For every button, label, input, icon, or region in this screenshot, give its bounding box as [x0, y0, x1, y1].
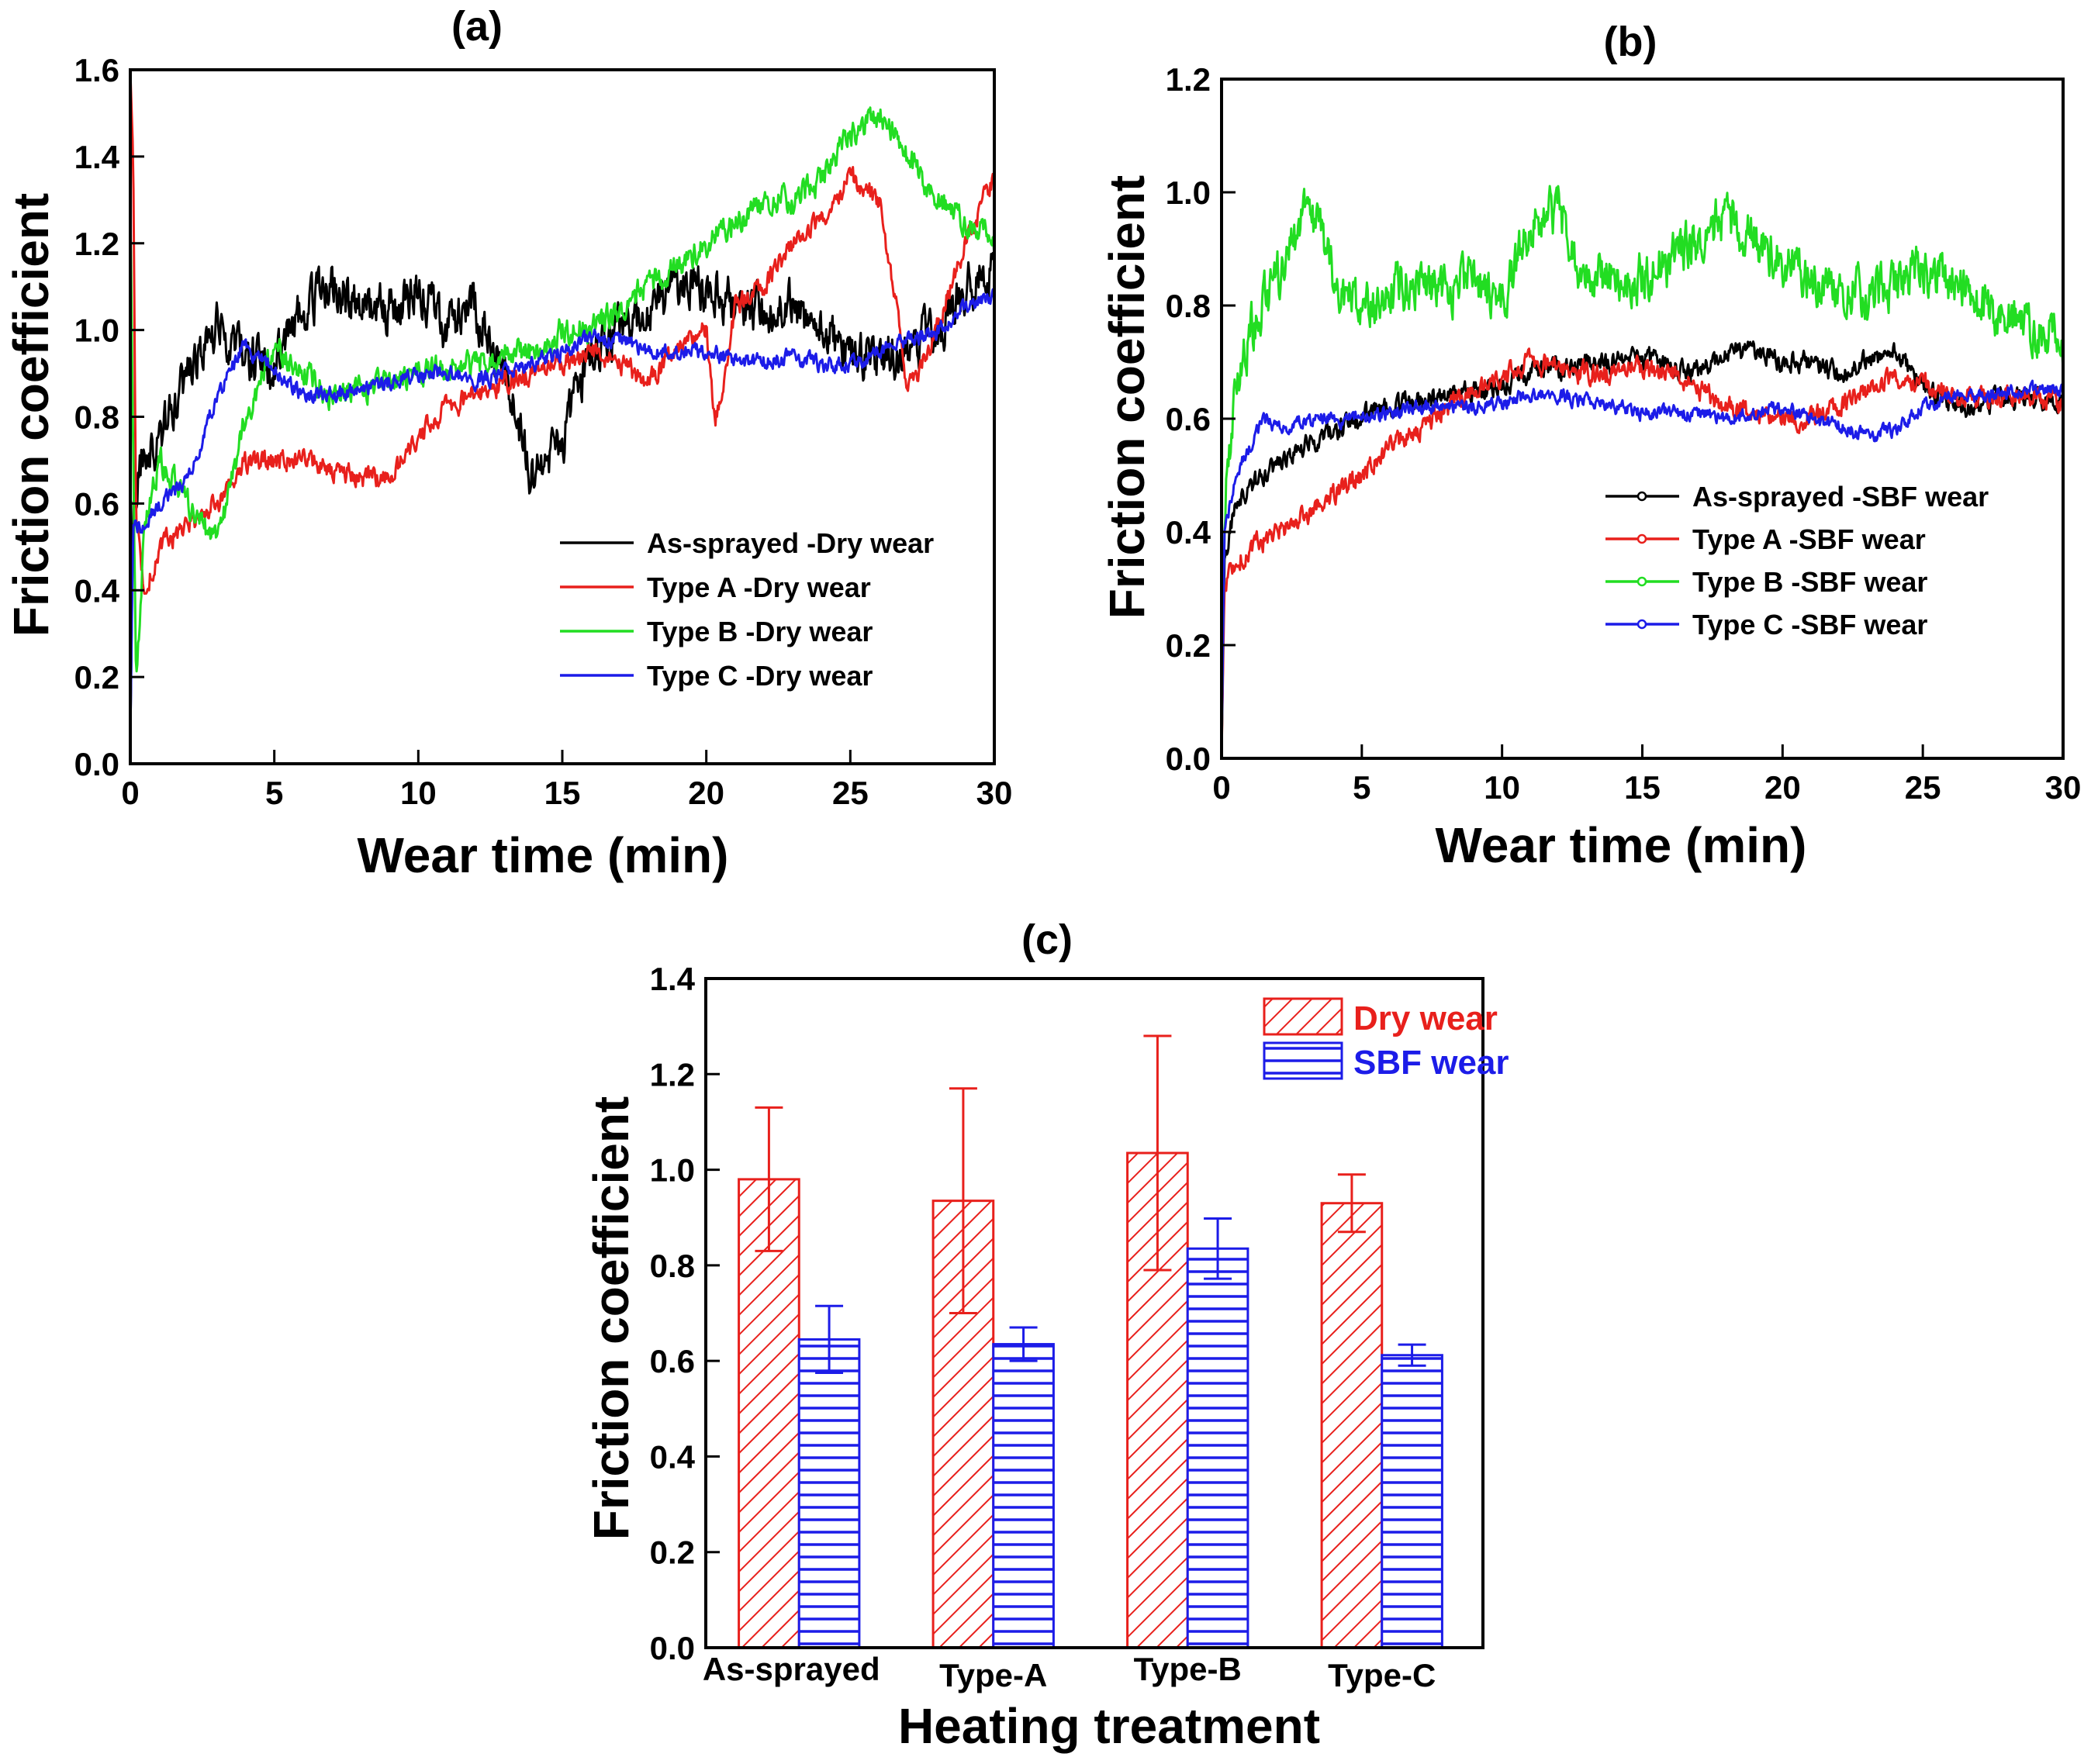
legend-label-1: Dry wear: [1353, 999, 1498, 1037]
panel-c-title: (c): [1021, 917, 1073, 963]
series-line-2: [1220, 347, 2065, 759]
legend-marker-3: [1637, 576, 1647, 587]
panel-c-y-axis-title: Friction coefficient: [583, 1096, 639, 1541]
bar-sbf-1: [797, 1338, 861, 1649]
series-line-3: [1220, 185, 2065, 759]
legend-swatch-2: [1263, 1041, 1343, 1080]
x-tick-label: 5: [265, 775, 283, 811]
x-category-label: Type-A: [939, 1657, 1047, 1693]
x-tick-label: 25: [1905, 769, 1941, 806]
y-tick-label: 0.6: [74, 485, 119, 522]
panel-a-y-axis-title: Friction coefficient: [3, 193, 59, 637]
legend-label-1: As-sprayed -Dry wear: [647, 527, 934, 559]
panel-c-x-axis-title: Heating treatment: [898, 1698, 1320, 1754]
x-tick-label: 30: [2045, 769, 2082, 806]
panel-b-x-axis-title: Wear time (min): [1436, 817, 1807, 873]
x-tick-label: 15: [544, 775, 581, 811]
panel-c-plot-area: As-sprayed Type-A Type-B Type-C 0.0 0.2 0.4 0.6…: [650, 961, 1509, 1693]
y-tick-label: 0.0: [1166, 740, 1211, 777]
y-tick-label: 1.0: [1166, 174, 1211, 211]
y-tick-label: 1.2: [74, 226, 119, 262]
legend-label-2: Type A -SBF wear: [1692, 523, 1926, 555]
legend-label-1: As-sprayed -SBF wear: [1692, 481, 1989, 513]
y-tick-label: 0.2: [1166, 627, 1211, 664]
y-tick-label: 1.4: [650, 961, 696, 997]
panel-a-title: (a): [451, 3, 503, 50]
y-tick-label: 0.6: [650, 1343, 695, 1379]
y-tick-label: 0.8: [1166, 288, 1211, 324]
y-tick-label: 0.4: [1166, 514, 1211, 551]
x-tick-label: 20: [688, 775, 724, 811]
y-tick-label: 1.0: [650, 1152, 695, 1189]
y-tick-label: 0.8: [650, 1248, 695, 1284]
y-tick-label: 1.2: [650, 1056, 695, 1093]
legend-label-4: Type C -SBF wear: [1692, 609, 1927, 640]
x-tick-label: 5: [1353, 769, 1370, 806]
panel-a-x-axis-title: Wear time (min): [358, 827, 729, 883]
bar-sbf-4: [1381, 1354, 1443, 1649]
y-tick-label: 0.2: [74, 659, 119, 696]
series-line-3: [129, 106, 996, 673]
legend-label-3: Type B -Dry wear: [647, 616, 873, 647]
legend-label-2: SBF wear: [1353, 1044, 1509, 1082]
panel-a: (a) 0 5 10 15 20 25 30 0.0 0.2 0.4 0.6 0.8 1.0 1.2 1.4…: [3, 3, 1012, 883]
panel-b-title: (b): [1604, 19, 1657, 65]
legend-marker-1: [1637, 491, 1647, 502]
x-category-label: As-sprayed: [703, 1651, 880, 1687]
x-tick-label: 0: [1212, 769, 1230, 806]
y-tick-label: 0.4: [74, 572, 120, 609]
x-tick-label: 20: [1764, 769, 1801, 806]
bar-sbf-2: [992, 1343, 1055, 1649]
y-tick-label: 0.2: [650, 1534, 695, 1571]
series-line-4: [1220, 379, 2065, 759]
legend-label-3: Type B -SBF wear: [1692, 566, 1927, 598]
x-tick-label: 25: [832, 775, 869, 811]
series-line-1: [1220, 340, 2065, 759]
x-category-label: Type-B: [1134, 1651, 1242, 1687]
plot-frame: [704, 977, 1484, 1649]
panel-b: (b) 0 5 10 15 20 25 30 0.0 0.2 0.4 0.6 0.8 1.0 1.2 As-…: [1099, 19, 2081, 873]
series-line-2: [129, 69, 995, 595]
bar-dry-4: [1320, 1202, 1384, 1649]
panel-b-plot-area: 0 5 10 15 20 25 30 0.0 0.2 0.4 0.6 0.8 1.0 1.2 As-spra…: [1166, 61, 2082, 806]
panel-b-y-axis-title: Friction coefficient: [1099, 175, 1155, 620]
y-tick-label: 1.0: [74, 312, 119, 349]
x-tick-label: 10: [1484, 769, 1520, 806]
panel-a-plot-area: 0 5 10 15 20 25 30 0.0 0.2 0.4 0.6 0.8 1.0 1.2 1.4 1.6 A…: [74, 52, 1013, 811]
y-tick-label: 1.6: [74, 52, 119, 88]
series-line-4: [129, 288, 996, 743]
legend-marker-2: [1637, 533, 1647, 544]
y-tick-label: 1.2: [1166, 61, 1211, 98]
x-tick-label: 10: [400, 775, 437, 811]
y-tick-label: 0.4: [650, 1438, 696, 1475]
x-tick-label: 15: [1624, 769, 1661, 806]
y-tick-label: 0.0: [74, 746, 119, 782]
y-tick-label: 0.0: [650, 1630, 695, 1666]
x-tick-label: 30: [976, 775, 1013, 811]
legend-marker-4: [1637, 619, 1647, 630]
legend-swatch-1: [1263, 997, 1343, 1036]
y-tick-label: 1.4: [74, 139, 120, 175]
legend-label-4: Type C -Dry wear: [647, 660, 873, 692]
bar-sbf-3: [1186, 1247, 1249, 1649]
x-category-label: Type-C: [1328, 1657, 1436, 1693]
y-tick-label: 0.6: [1166, 401, 1211, 437]
legend-label-2: Type A -Dry wear: [647, 571, 871, 603]
y-tick-label: 0.8: [74, 399, 119, 436]
panel-c: (c) As-sprayed Type-A Type-B Type-C 0.0 0.2 0.…: [583, 917, 1509, 1754]
x-tick-label: 0: [121, 775, 139, 811]
